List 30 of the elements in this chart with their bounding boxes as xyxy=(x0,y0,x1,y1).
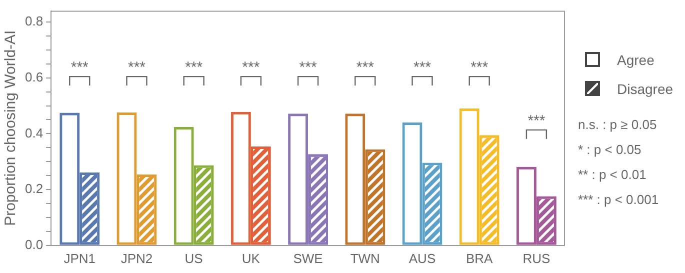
y-tick-label: 0.4 xyxy=(24,125,44,140)
annotation: *** xyxy=(128,59,146,76)
x-tick-label: US xyxy=(184,250,204,266)
annotation: *** xyxy=(356,59,374,76)
annotation: *** xyxy=(70,59,89,76)
annotation: *** xyxy=(299,59,317,76)
text: ** : p < 0.01 xyxy=(578,166,648,184)
y-tick-label: 0.2 xyxy=(24,181,44,196)
y-tick-label: 0.6 xyxy=(24,69,44,84)
y-tick-label: 0.8 xyxy=(24,14,44,29)
x-tick-label: AUS xyxy=(408,250,436,266)
text: * : p < 0.05 xyxy=(578,141,642,159)
text: Agree xyxy=(617,52,654,68)
x-tick-label: RUS xyxy=(522,250,550,266)
x-tick-label: TWN xyxy=(350,250,380,266)
y-tick-label: 0.0 xyxy=(24,236,44,252)
legend-label: Disagree xyxy=(617,80,674,96)
x-tick-label: JPN1 xyxy=(64,250,96,266)
annotation: *** xyxy=(470,59,488,76)
annotation: *** xyxy=(528,112,546,130)
y-axis-title: Proportion choosing World-AI xyxy=(2,30,20,226)
x-tick-label: JPN2 xyxy=(120,250,153,266)
annotation: *** xyxy=(185,59,203,76)
annotation: *** xyxy=(242,59,260,76)
text: n.s. : p ≥ 0.05 xyxy=(578,116,658,134)
x-tick-label: BRA xyxy=(466,250,494,266)
text: *** : p < 0.001 xyxy=(578,191,660,209)
x-tick-label: UK xyxy=(242,250,260,266)
x-tick-label: SWE xyxy=(293,250,324,266)
annotation: *** xyxy=(413,59,432,76)
